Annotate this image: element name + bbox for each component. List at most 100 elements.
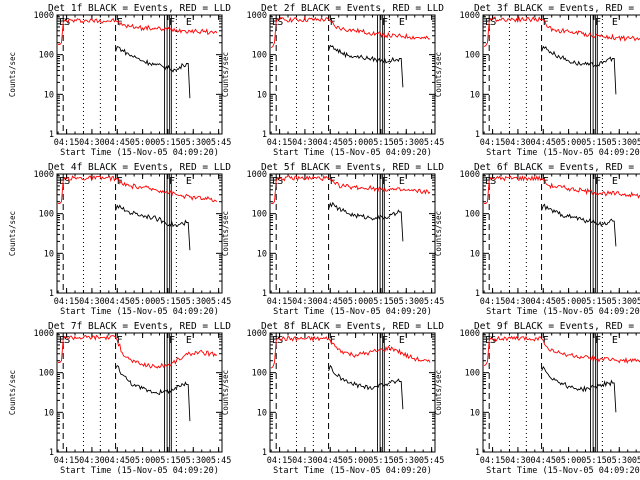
x-tick-label: 05:15 xyxy=(581,138,607,148)
marker-label: E xyxy=(399,17,405,28)
y-axis-label: Counts/sec xyxy=(221,52,230,97)
x-tick-label: 05:30 xyxy=(180,297,206,307)
x-tick-label: 05:15 xyxy=(581,456,607,466)
marker-label: E xyxy=(59,17,65,28)
marker-label: S xyxy=(490,17,496,28)
x-axis-label: Start Time (15-Nov-05 04:09:20) xyxy=(273,148,432,158)
marker-label: S xyxy=(490,176,496,187)
plot-frame xyxy=(56,332,223,453)
events-series-line xyxy=(115,46,191,99)
marker-label: E xyxy=(186,17,192,28)
x-tick-label: 05:30 xyxy=(606,456,632,466)
x-tick-label: 05:15 xyxy=(368,456,394,466)
x-tick-label: 05:15 xyxy=(155,138,181,148)
events-series-line xyxy=(115,365,191,422)
y-tick-label: 1 xyxy=(262,289,267,299)
lld-series-line xyxy=(58,334,218,369)
x-tick-label: 04:15 xyxy=(267,138,293,148)
plot-frame xyxy=(269,332,436,453)
x-tick-label: 05:15 xyxy=(581,297,607,307)
x-tick-label: 04:15 xyxy=(480,297,506,307)
detector-panel-6: Det 6f BLACK = Events, RED = LLD Counts/s… xyxy=(434,162,640,317)
x-tick-label: 05:30 xyxy=(606,297,632,307)
marker-label: F xyxy=(382,335,388,346)
detector-panel-5: Det 5f BLACK = Events, RED = LLD Counts/s… xyxy=(221,162,444,317)
lld-series-line xyxy=(483,335,640,367)
plot-frame xyxy=(269,14,436,135)
marker-label: S xyxy=(64,176,70,187)
x-tick-label: 05:00 xyxy=(343,138,369,148)
x-tick-label: 04:15 xyxy=(267,297,293,307)
y-tick-label: 1 xyxy=(475,130,480,140)
events-series-line xyxy=(115,204,191,251)
marker-label: E xyxy=(399,335,405,346)
marker-label: F xyxy=(117,17,123,28)
panel-title: Det 6f BLACK = Events, RED = LLD xyxy=(474,162,640,173)
x-tick-label: 04:45 xyxy=(104,456,130,466)
plot-frame xyxy=(482,173,640,294)
events-series-line xyxy=(541,203,617,247)
detector-panel-9: Det 9f BLACK = Events, RED = LLD Counts/s… xyxy=(434,321,640,476)
x-tick-label: 04:45 xyxy=(317,456,343,466)
marker-label: E xyxy=(399,176,405,187)
marker-label: F xyxy=(330,335,336,346)
x-tick-label: 05:30 xyxy=(393,297,419,307)
x-tick-label: 04:15 xyxy=(54,297,80,307)
lld-series-line xyxy=(271,174,431,204)
y-tick-label: 1000 xyxy=(247,11,267,21)
y-axis-label: Counts/sec xyxy=(434,370,443,415)
panel-title: Det 8f BLACK = Events, RED = LLD xyxy=(261,321,444,332)
x-tick-label: 05:45 xyxy=(206,297,232,307)
x-axis-label: Start Time (15-Nov-05 04:09:20) xyxy=(273,466,432,476)
x-tick-label: 05:30 xyxy=(606,138,632,148)
y-tick-label: 1000 xyxy=(247,170,267,180)
marker-label: F xyxy=(382,17,388,28)
y-tick-label: 1000 xyxy=(247,329,267,339)
y-axis-label: Counts/sec xyxy=(434,211,443,256)
lld-series-line xyxy=(58,17,218,45)
marker-label: E xyxy=(186,335,192,346)
x-axis-label: Start Time (15-Nov-05 04:09:20) xyxy=(486,466,640,476)
x-tick-label: 05:45 xyxy=(419,297,445,307)
x-tick-label: 05:00 xyxy=(130,138,156,148)
y-tick-label: 1 xyxy=(262,448,267,458)
x-tick-label: 05:00 xyxy=(130,297,156,307)
y-tick-label: 1000 xyxy=(460,11,480,21)
marker-label: E xyxy=(272,335,278,346)
events-series-line xyxy=(541,45,617,95)
y-axis-label: Counts/sec xyxy=(8,211,17,256)
y-tick-label: 1 xyxy=(475,448,480,458)
y-tick-label: 10 xyxy=(44,90,54,100)
marker-label: E xyxy=(612,17,618,28)
y-axis-label: Counts/sec xyxy=(8,370,17,415)
lld-series-line xyxy=(484,174,640,204)
x-tick-label: 05:00 xyxy=(343,456,369,466)
y-tick-label: 100 xyxy=(252,369,267,379)
x-tick-label: 04:30 xyxy=(292,456,318,466)
x-tick-label: 05:45 xyxy=(632,138,640,148)
y-tick-label: 10 xyxy=(257,408,267,418)
x-tick-label: 05:30 xyxy=(393,456,419,466)
marker-label: E xyxy=(272,176,278,187)
panel-title: Det 5f BLACK = Events, RED = LLD xyxy=(261,162,444,173)
x-axis-label: Start Time (15-Nov-05 04:09:20) xyxy=(60,307,219,317)
y-axis-label: Counts/sec xyxy=(221,211,230,256)
panel-title: Det 2f BLACK = Events, RED = LLD xyxy=(261,3,444,14)
x-axis-label: Start Time (15-Nov-05 04:09:20) xyxy=(273,307,432,317)
detector-panel-8: Det 8f BLACK = Events, RED = LLD Counts/s… xyxy=(221,321,444,476)
marker-label: F xyxy=(595,176,601,187)
x-tick-label: 04:45 xyxy=(104,297,130,307)
marker-label: E xyxy=(59,335,65,346)
marker-label: F xyxy=(169,17,175,28)
x-tick-label: 05:15 xyxy=(368,297,394,307)
panel-title: Det 4f BLACK = Events, RED = LLD xyxy=(48,162,231,173)
y-tick-label: 1000 xyxy=(34,329,54,339)
marker-label: S xyxy=(277,335,283,346)
y-axis-label: Counts/sec xyxy=(8,52,17,97)
x-tick-label: 04:45 xyxy=(530,297,556,307)
x-tick-label: 05:30 xyxy=(180,138,206,148)
y-tick-label: 100 xyxy=(465,51,480,61)
y-tick-label: 100 xyxy=(39,210,54,220)
y-tick-label: 10 xyxy=(470,249,480,259)
